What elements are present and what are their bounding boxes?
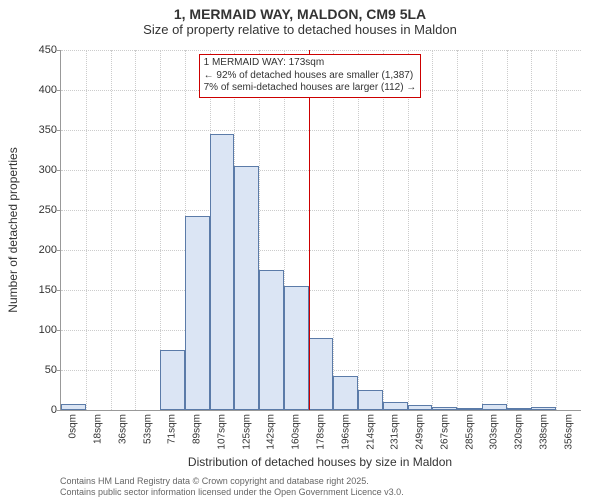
grid-v bbox=[556, 50, 557, 410]
x-tick: 125sqm bbox=[241, 414, 252, 450]
plot-area: 0501001502002503003504004500sqm18sqm36sq… bbox=[60, 50, 581, 411]
grid-v bbox=[408, 50, 409, 410]
x-tick: 231sqm bbox=[390, 414, 401, 450]
bar bbox=[259, 270, 284, 410]
grid-v bbox=[358, 50, 359, 410]
x-tick: 71sqm bbox=[167, 414, 178, 444]
x-tick: 142sqm bbox=[266, 414, 277, 450]
bar bbox=[185, 216, 210, 410]
x-tick: 196sqm bbox=[340, 414, 351, 450]
grid-h bbox=[61, 290, 581, 291]
grid-v bbox=[457, 50, 458, 410]
y-tick: 200 bbox=[21, 244, 57, 256]
annotation-line3: 7% of semi-detached houses are larger (1… bbox=[204, 82, 417, 95]
grid-h bbox=[61, 50, 581, 51]
y-tick-mark bbox=[57, 170, 61, 171]
annotation-line2: ← 92% of detached houses are smaller (1,… bbox=[204, 70, 417, 83]
bar bbox=[284, 286, 309, 410]
x-tick: 89sqm bbox=[192, 414, 203, 444]
x-tick: 178sqm bbox=[316, 414, 327, 450]
grid-v bbox=[482, 50, 483, 410]
y-tick: 300 bbox=[21, 164, 57, 176]
grid-v bbox=[383, 50, 384, 410]
grid-h bbox=[61, 250, 581, 251]
grid-v bbox=[507, 50, 508, 410]
bar bbox=[507, 408, 532, 410]
bar bbox=[432, 407, 457, 410]
grid-v bbox=[333, 50, 334, 410]
grid-v bbox=[531, 50, 532, 410]
y-tick-mark bbox=[57, 90, 61, 91]
x-tick: 338sqm bbox=[538, 414, 549, 450]
title-line1: 1, MERMAID WAY, MALDON, CM9 5LA bbox=[0, 6, 600, 22]
x-tick: 249sqm bbox=[415, 414, 426, 450]
grid-h bbox=[61, 330, 581, 331]
footer: Contains HM Land Registry data © Crown c… bbox=[60, 476, 404, 498]
footer-line2: Contains public sector information licen… bbox=[60, 487, 404, 498]
x-axis-label: Distribution of detached houses by size … bbox=[60, 455, 580, 469]
x-tick: 320sqm bbox=[514, 414, 525, 450]
bar bbox=[234, 166, 259, 410]
x-tick: 356sqm bbox=[563, 414, 574, 450]
y-tick: 350 bbox=[21, 124, 57, 136]
bar bbox=[210, 134, 235, 410]
y-tick: 450 bbox=[21, 44, 57, 56]
y-tick: 0 bbox=[21, 404, 57, 416]
y-tick: 250 bbox=[21, 204, 57, 216]
y-tick: 100 bbox=[21, 324, 57, 336]
y-tick-mark bbox=[57, 130, 61, 131]
grid-v bbox=[135, 50, 136, 410]
x-tick: 53sqm bbox=[142, 414, 153, 444]
x-tick: 0sqm bbox=[68, 414, 79, 438]
y-tick-mark bbox=[57, 290, 61, 291]
x-tick: 107sqm bbox=[216, 414, 227, 450]
bar bbox=[531, 407, 556, 410]
x-tick: 285sqm bbox=[464, 414, 475, 450]
annotation-box: 1 MERMAID WAY: 173sqm ← 92% of detached … bbox=[199, 54, 422, 98]
grid-h bbox=[61, 170, 581, 171]
y-tick-mark bbox=[57, 330, 61, 331]
y-tick-mark bbox=[57, 370, 61, 371]
bar bbox=[482, 404, 507, 410]
y-axis-label: Number of detached properties bbox=[6, 50, 26, 410]
y-tick-mark bbox=[57, 410, 61, 411]
y-tick-mark bbox=[57, 210, 61, 211]
bar bbox=[457, 408, 482, 410]
bar bbox=[333, 376, 358, 410]
grid-h bbox=[61, 130, 581, 131]
annotation-line1: 1 MERMAID WAY: 173sqm bbox=[204, 57, 417, 70]
y-tick-mark bbox=[57, 50, 61, 51]
x-tick: 267sqm bbox=[439, 414, 450, 450]
chart: Number of detached properties 0501001502… bbox=[0, 40, 600, 470]
marker-line bbox=[309, 50, 310, 410]
x-tick: 18sqm bbox=[93, 414, 104, 444]
x-tick: 214sqm bbox=[365, 414, 376, 450]
bar bbox=[383, 402, 408, 410]
grid-h bbox=[61, 210, 581, 211]
y-tick: 50 bbox=[21, 364, 57, 376]
x-tick: 303sqm bbox=[489, 414, 500, 450]
grid-v bbox=[86, 50, 87, 410]
x-tick: 36sqm bbox=[117, 414, 128, 444]
y-tick: 150 bbox=[21, 284, 57, 296]
y-tick: 400 bbox=[21, 84, 57, 96]
y-tick-mark bbox=[57, 250, 61, 251]
bar bbox=[61, 404, 86, 410]
title-block: 1, MERMAID WAY, MALDON, CM9 5LA Size of … bbox=[0, 0, 600, 37]
bar bbox=[160, 350, 185, 410]
bar bbox=[309, 338, 334, 410]
footer-line1: Contains HM Land Registry data © Crown c… bbox=[60, 476, 404, 487]
x-tick: 160sqm bbox=[291, 414, 302, 450]
bar bbox=[358, 390, 383, 410]
bar bbox=[408, 405, 433, 410]
grid-v bbox=[432, 50, 433, 410]
grid-v bbox=[111, 50, 112, 410]
title-line2: Size of property relative to detached ho… bbox=[0, 22, 600, 37]
